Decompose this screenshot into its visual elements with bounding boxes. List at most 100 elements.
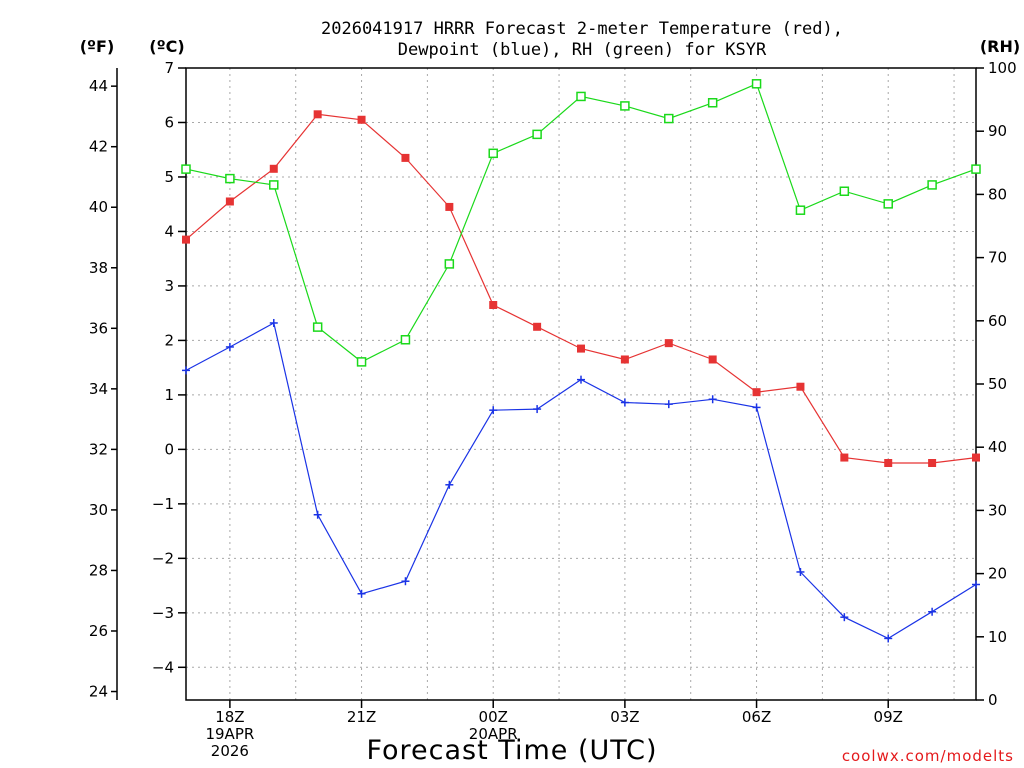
temperature-point: [225, 197, 234, 206]
rh-tick-label: 60: [988, 312, 1007, 330]
temperature-point: [664, 339, 673, 348]
temperature-point: [840, 453, 849, 462]
temperature-point: [620, 355, 629, 364]
dewpoint-line: [185, 322, 977, 640]
temperature-line: [185, 113, 977, 464]
fahrenheit-tick-label: 40: [89, 198, 108, 216]
rh-tick-label: 30: [988, 501, 1007, 519]
celsius-tick-label: 3: [164, 277, 174, 295]
fahrenheit-tick-label: 24: [89, 683, 108, 701]
dewpoint-point: [489, 406, 498, 415]
x-tick-label: 2026: [211, 742, 249, 760]
dewpoint-point: [182, 366, 190, 375]
dewpoint-point: [401, 577, 410, 586]
dewpoint-point: [357, 589, 366, 598]
dewpoint-point: [972, 580, 980, 589]
fahrenheit-tick-label: 28: [89, 561, 108, 579]
temperature-point: [445, 202, 454, 211]
axes: 76543210−1−2−3−4444240383634323028262410…: [89, 59, 1017, 760]
temperature-point: [533, 322, 542, 331]
fahrenheit-tick-label: 42: [89, 138, 108, 156]
dewpoint-point: [928, 607, 937, 616]
dewpoint-point: [225, 342, 234, 351]
celsius-tick-label: 0: [164, 440, 174, 458]
rh-tick-label: 20: [988, 565, 1007, 583]
rh-tick-label: 80: [988, 185, 1007, 203]
x-tick-label: 06Z: [742, 708, 771, 726]
x-axis-label: Forecast Time (UTC): [366, 735, 657, 766]
source-credit: coolwx.com/modelts: [842, 747, 1014, 765]
rh-point: [707, 98, 718, 108]
temperature-point: [489, 301, 498, 309]
rh-point: [839, 186, 850, 196]
rh-point: [269, 180, 279, 190]
dewpoint-point: [752, 403, 761, 412]
temperature-point: [269, 164, 278, 173]
rh-tick-label: 50: [988, 375, 1007, 393]
chart-title-line-2: Dewpoint (blue), RH (green) for KSYR: [398, 40, 767, 60]
rh-point: [620, 101, 630, 111]
temperature-point: [928, 459, 937, 467]
rh-point: [883, 199, 893, 209]
x-tick-label: 03Z: [610, 708, 639, 726]
celsius-tick-label: 4: [164, 222, 174, 240]
rh-tick-label: 0: [988, 691, 998, 709]
rh-tick-label: 40: [988, 438, 1007, 456]
temperature-point: [708, 355, 717, 364]
rh-point: [181, 164, 191, 174]
dewpoint-point: [664, 400, 673, 409]
rh-point: [356, 357, 367, 367]
rh-point: [971, 164, 981, 174]
grid-lines: [186, 67, 976, 700]
temperature-point: [884, 459, 893, 467]
fahrenheit-unit-label: (ºF): [80, 37, 115, 56]
rh-point: [664, 113, 674, 124]
x-tick-label: 19APR: [205, 725, 254, 743]
dewpoint-point: [840, 613, 849, 622]
rh-point: [751, 79, 762, 89]
chart-title-line-1: 2026041917 HRRR Forecast 2-meter Tempera…: [321, 19, 843, 39]
celsius-tick-label: −1: [152, 495, 174, 513]
dewpoint-point: [577, 375, 585, 384]
rh-line: [185, 82, 977, 363]
dewpoint-point: [313, 510, 322, 519]
celsius-unit-label: (ºC): [149, 37, 184, 56]
dewpoint-point: [708, 395, 717, 404]
dewpoint-point: [533, 405, 542, 414]
rh-point: [576, 91, 586, 102]
fahrenheit-tick-label: 44: [89, 77, 108, 95]
rh-unit-label: (RH): [980, 37, 1020, 56]
rh-point: [400, 335, 411, 345]
celsius-tick-label: −3: [152, 604, 174, 622]
dewpoint-point: [269, 318, 278, 327]
fahrenheit-tick-label: 34: [89, 380, 108, 398]
fahrenheit-tick-label: 38: [89, 259, 108, 277]
fahrenheit-tick-label: 30: [89, 501, 108, 519]
dewpoint-point: [796, 567, 805, 576]
celsius-tick-label: 5: [164, 168, 174, 186]
temperature-point: [972, 453, 980, 462]
temperature-point: [752, 388, 761, 397]
x-tick-label: 20APR: [469, 725, 518, 743]
temperature-point: [313, 110, 322, 119]
rh-point: [225, 173, 235, 184]
celsius-tick-label: −4: [152, 658, 174, 676]
dewpoint-point: [620, 398, 629, 407]
fahrenheit-tick-label: 36: [89, 319, 108, 337]
rh-point: [532, 129, 542, 140]
rh-point: [795, 205, 806, 215]
temperature-point: [357, 115, 366, 124]
data-series: [181, 79, 981, 643]
rh-tick-label: 100: [988, 59, 1017, 77]
celsius-tick-label: 6: [164, 113, 174, 131]
fahrenheit-tick-label: 32: [89, 440, 108, 458]
dewpoint-point: [884, 634, 893, 643]
temperature-point: [401, 153, 410, 162]
dewpoint-point: [445, 480, 454, 489]
celsius-tick-label: 1: [164, 386, 174, 404]
x-tick-label: 18Z: [215, 708, 244, 726]
x-tick-label: 00Z: [479, 708, 508, 726]
rh-tick-label: 10: [988, 628, 1007, 646]
rh-point: [488, 148, 498, 159]
temperature-point: [182, 235, 190, 244]
